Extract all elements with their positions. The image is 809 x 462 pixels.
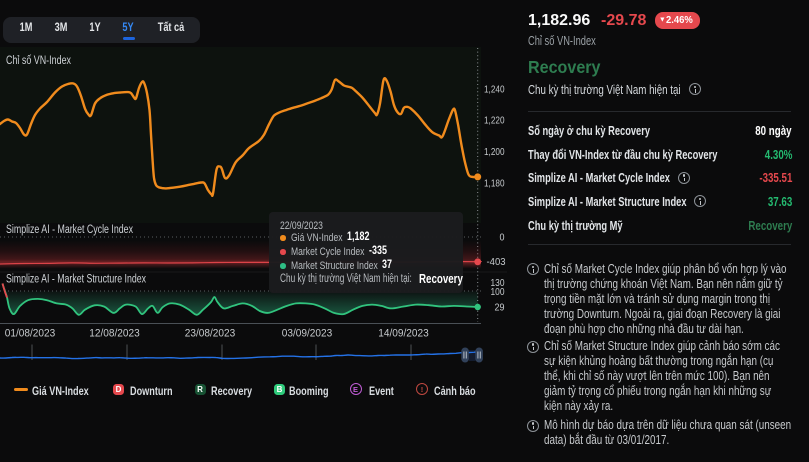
svg-text:1,180: 1,180 <box>484 178 505 190</box>
svg-text:100: 100 <box>491 286 505 298</box>
svg-text:29: 29 <box>495 302 505 314</box>
svg-text:Simplize AI - Market Cycle Ind: Simplize AI - Market Cycle Index <box>6 224 133 236</box>
svg-text:1,240: 1,240 <box>484 84 505 96</box>
svg-text:1,220: 1,220 <box>484 115 505 127</box>
svg-text:1,200: 1,200 <box>484 146 505 158</box>
svg-text:Simplize AI - Market Structure: Simplize AI - Market Structure Index <box>6 274 146 286</box>
svg-text:130: 130 <box>491 277 505 289</box>
svg-text:23/08/2023: 23/08/2023 <box>185 328 236 340</box>
svg-text:03/09/2023: 03/09/2023 <box>282 328 333 340</box>
svg-text:0: 0 <box>500 232 505 244</box>
svg-text:14/09/2023: 14/09/2023 <box>378 328 429 340</box>
svg-text:-403: -403 <box>487 256 506 268</box>
svg-text:01/08/2023: 01/08/2023 <box>5 328 56 340</box>
svg-text:12/08/2023: 12/08/2023 <box>89 328 140 340</box>
svg-text:Chỉ số VN-Index: Chỉ số VN-Index <box>6 55 71 67</box>
